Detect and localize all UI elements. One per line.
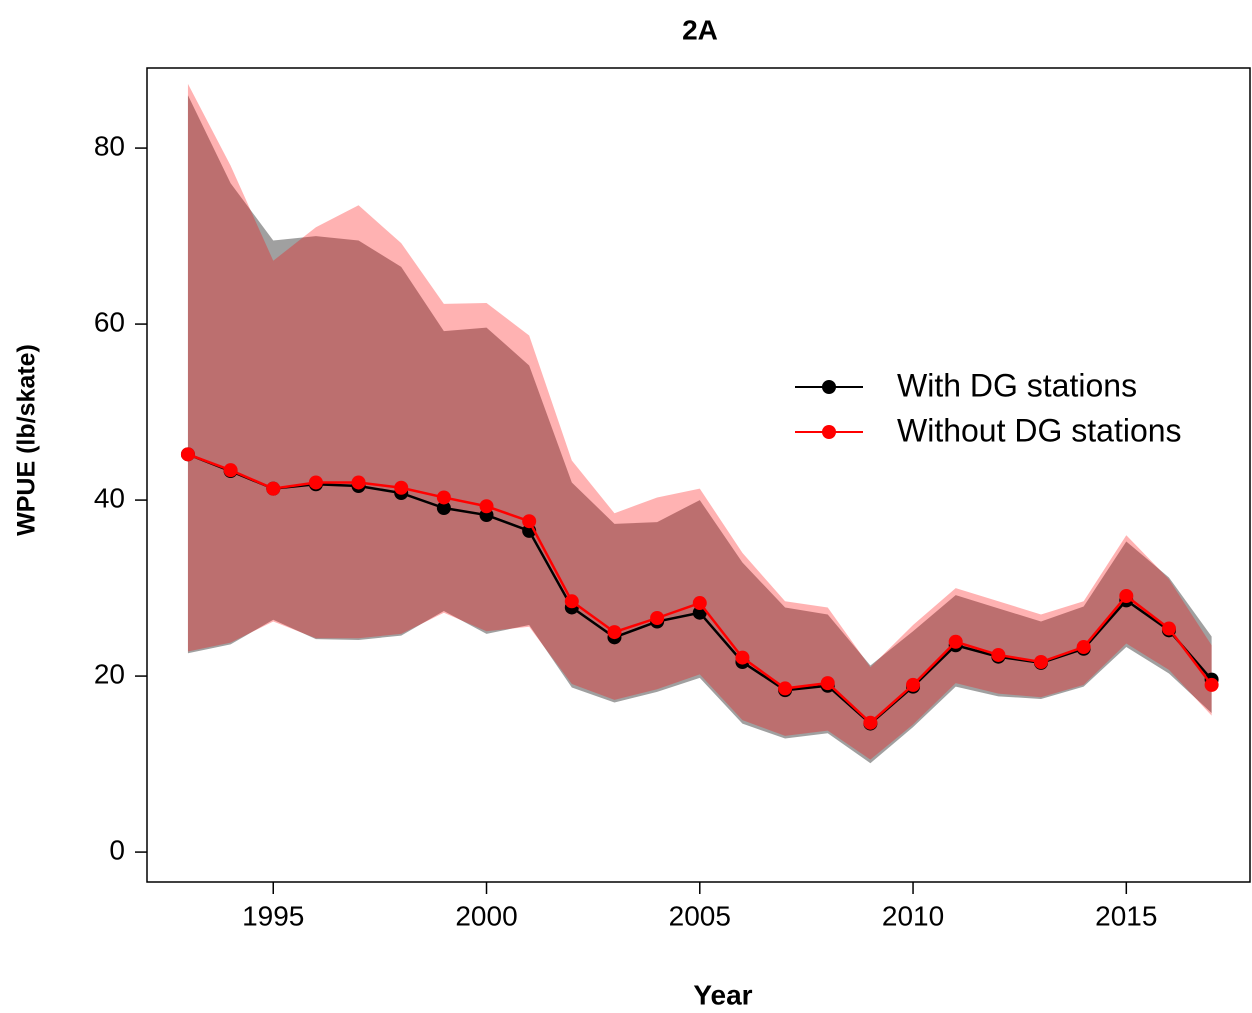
- data-point: [735, 650, 750, 665]
- data-point: [650, 611, 665, 625]
- data-point: [820, 676, 835, 691]
- y-tick-label: 0: [109, 834, 125, 865]
- data-point: [1119, 589, 1134, 603]
- x-tick-label: 2005: [669, 900, 731, 931]
- data-point: [266, 481, 281, 496]
- data-point: [948, 634, 963, 649]
- x-tick-label: 2010: [882, 900, 944, 931]
- data-point: [223, 463, 238, 478]
- data-point: [1076, 640, 1091, 655]
- data-point: [1204, 677, 1219, 692]
- x-tick-label: 1995: [242, 900, 304, 931]
- x-tick-label: 2015: [1095, 900, 1157, 931]
- y-tick-label: 40: [94, 482, 125, 513]
- data-point: [436, 501, 451, 515]
- legend-label: With DG stations: [897, 367, 1137, 403]
- y-tick-label: 20: [94, 658, 125, 689]
- data-point: [778, 681, 793, 696]
- data-point: [692, 596, 707, 611]
- data-point: [308, 475, 323, 490]
- data-point: [863, 715, 878, 730]
- data-point: [180, 447, 195, 462]
- data-point: [351, 475, 366, 490]
- legend-marker: [822, 425, 836, 439]
- data-point: [991, 647, 1006, 662]
- x-tick-label: 2000: [455, 900, 517, 931]
- y-tick-label: 60: [94, 306, 125, 337]
- data-point: [564, 594, 579, 609]
- data-point: [479, 499, 494, 514]
- data-point: [1161, 621, 1176, 636]
- data-point: [394, 480, 409, 495]
- legend-marker: [822, 380, 836, 394]
- chart-title: 2A: [682, 14, 718, 45]
- x-axis-label: Year: [693, 979, 752, 1010]
- data-point: [436, 490, 451, 505]
- confidence-band: [187, 83, 1212, 760]
- data-point: [1034, 655, 1049, 669]
- data-point: [906, 677, 921, 692]
- confidence-band: [187, 95, 1212, 764]
- y-tick-label: 80: [94, 130, 125, 161]
- data-point: [607, 625, 622, 640]
- plot-frame: [146, 67, 1251, 883]
- data-point: [522, 514, 537, 529]
- legend-label: Without DG stations: [897, 412, 1182, 448]
- y-axis-label: WPUE (lb/skate): [13, 344, 41, 536]
